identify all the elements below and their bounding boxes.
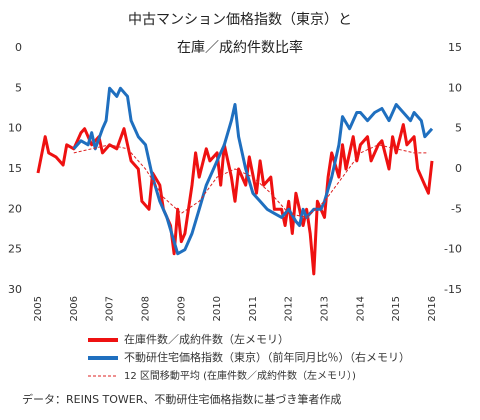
note: データ：REINS TOWER、不動研住宅価格指数に基づき筆者作成 <box>22 392 341 406</box>
legend-label: 不動研住宅価格指数（東京）（前年同月比％）（右メモリ） <box>124 350 410 364</box>
y-tick-label: 0 <box>15 41 22 54</box>
chart-title: 中古マンション価格指数（東京）と <box>128 12 352 28</box>
x-tick-label: 2008 <box>140 296 151 321</box>
y-tick-label: 5 <box>15 81 22 94</box>
x-tick-label: 2013 <box>320 296 331 321</box>
y2-tick-label: -15 <box>444 283 462 296</box>
y-tick-label: 25 <box>8 243 22 256</box>
y2-tick-label: 15 <box>448 41 462 54</box>
x-tick-label: 2009 <box>176 296 187 321</box>
y2-tick-label: 5 <box>455 122 462 135</box>
y-tick-label: 20 <box>8 202 22 215</box>
y-tick-label: 15 <box>8 162 22 175</box>
y2-tick-label: 10 <box>448 81 462 94</box>
y-tick-label: 30 <box>8 283 22 296</box>
legend-label: 12 区間移動平均 (在庫件数／成約件数（左メモリ）) <box>124 369 356 382</box>
x-tick-label: 2011 <box>248 296 259 321</box>
x-tick-label: 2006 <box>69 296 80 321</box>
x-tick-label: 2010 <box>212 296 223 321</box>
y2-tick-label: 0 <box>455 162 462 175</box>
y2-tick-label: -10 <box>444 243 462 256</box>
x-tick-label: 2012 <box>284 296 295 321</box>
x-tick-label: 2016 <box>427 296 438 321</box>
x-tick-label: 2005 <box>33 296 44 321</box>
chart-subtitle: 在庫／成約件数比率 <box>177 39 303 56</box>
series-line <box>72 86 434 256</box>
x-tick-label: 2015 <box>391 296 402 321</box>
x-tick-label: 2014 <box>355 296 366 321</box>
y2-tick-label: -5 <box>451 202 462 215</box>
x-tick-label: 2007 <box>105 296 116 321</box>
legend-label: 在庫件数／成約件数（左メモリ） <box>124 332 289 346</box>
series-line <box>73 144 429 218</box>
y-tick-label: 10 <box>8 122 22 135</box>
